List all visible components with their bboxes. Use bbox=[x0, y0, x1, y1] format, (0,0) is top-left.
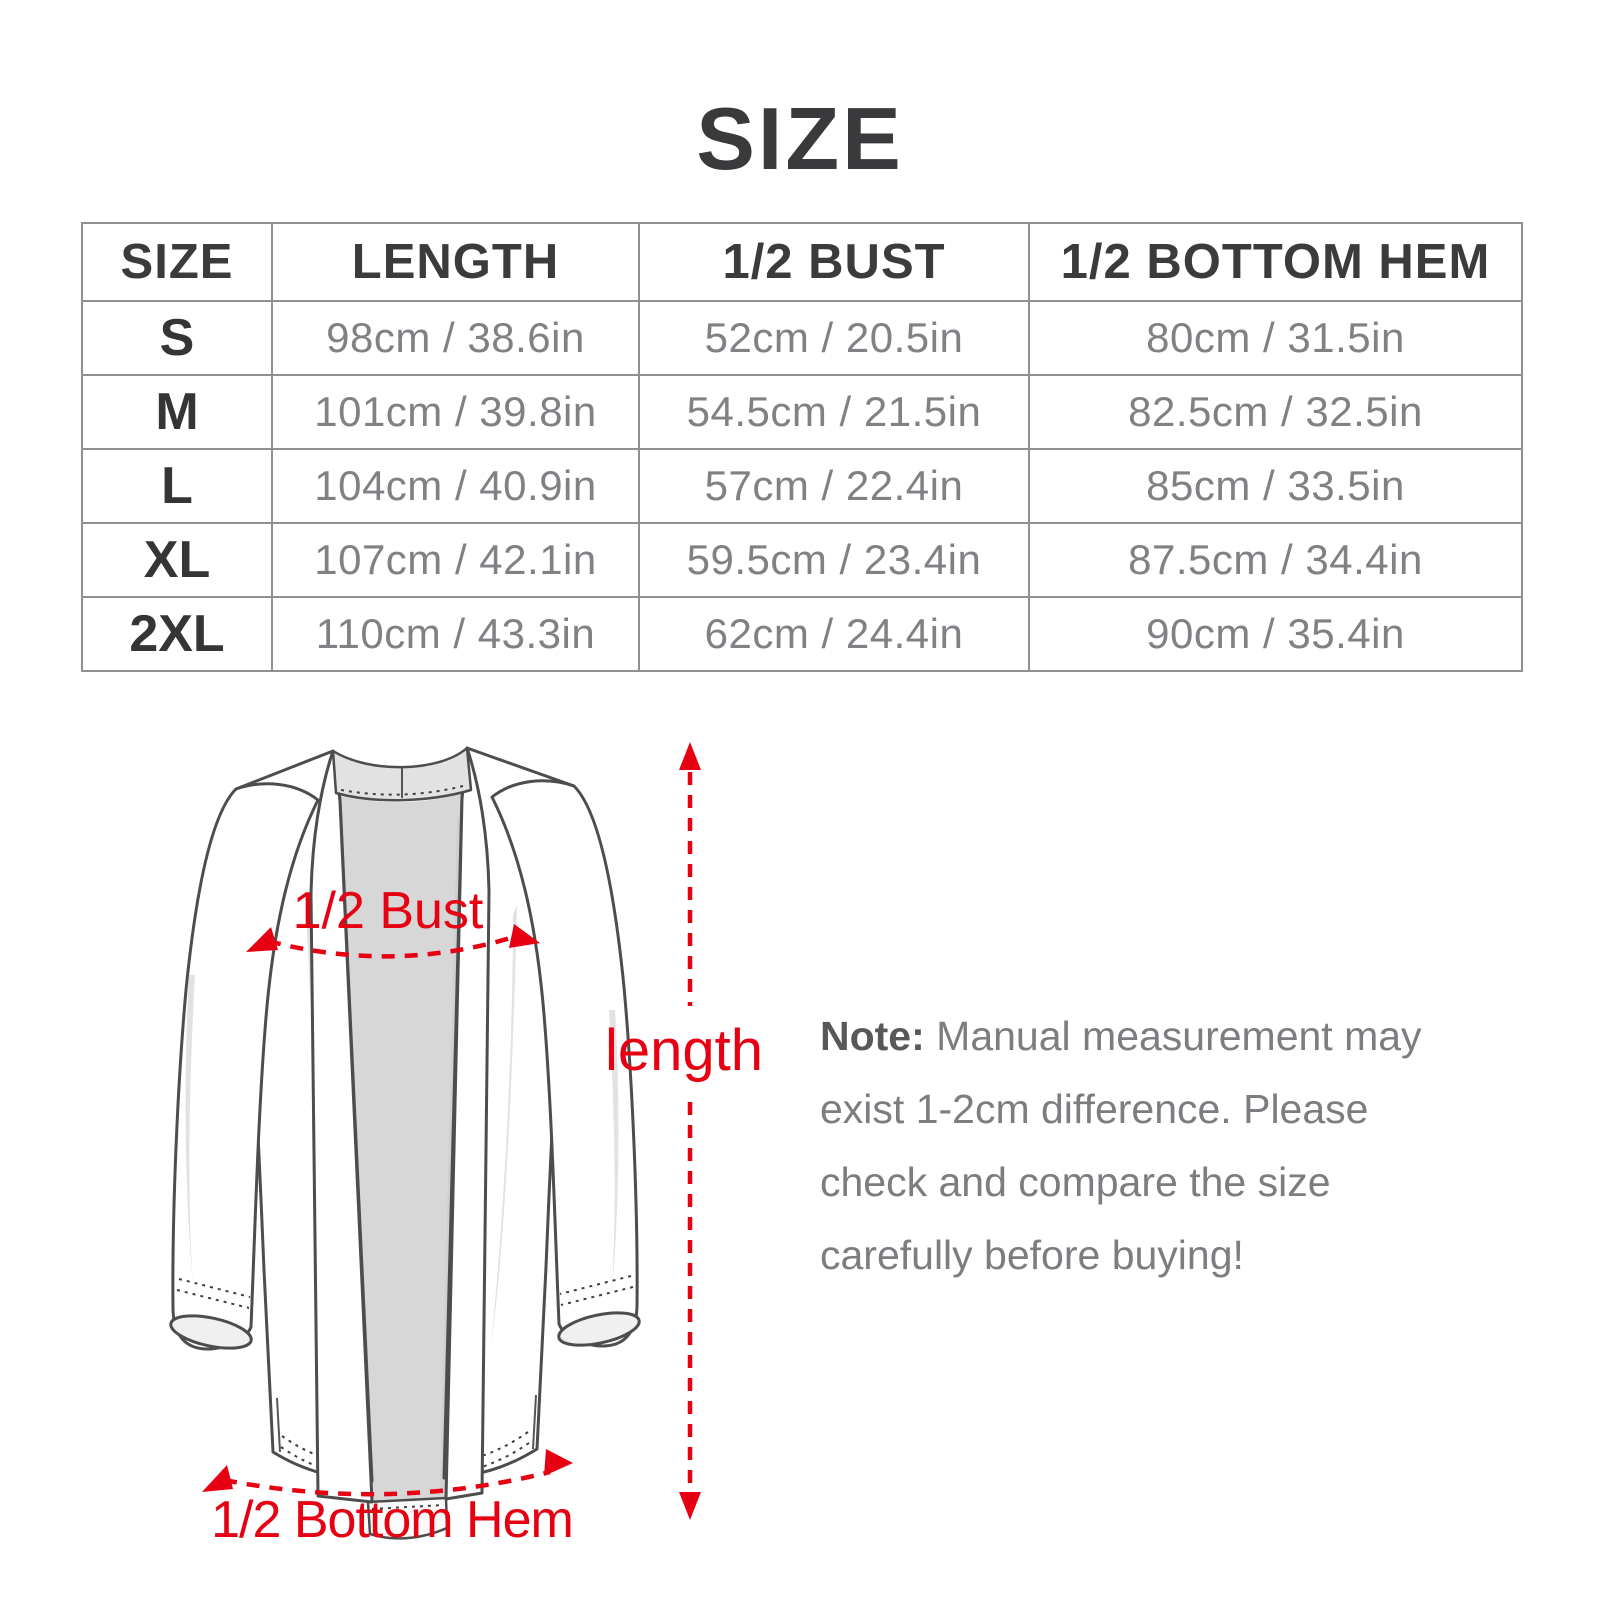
cardigan-drawing bbox=[169, 746, 641, 1540]
length-label: length bbox=[605, 1018, 763, 1083]
size-table: SIZE LENGTH 1/2 BUST 1/2 BOTTOM HEM S 98… bbox=[81, 222, 1523, 672]
table-row: 2XL 110cm / 43.3in 62cm / 24.4in 90cm / … bbox=[81, 596, 1523, 672]
left-cuff bbox=[169, 1314, 253, 1350]
bust-measurement-arrow bbox=[246, 924, 540, 959]
size-cell: 2XL bbox=[81, 596, 273, 672]
size-cell: L bbox=[81, 448, 273, 524]
arrowhead bbox=[679, 1492, 701, 1520]
hem-cell: 82.5cm / 32.5in bbox=[1028, 374, 1523, 450]
bottom-hem-label: 1/2 Bottom Hem bbox=[211, 1491, 573, 1549]
table-row: XL 107cm / 42.1in 59.5cm / 23.4in 87.5cm… bbox=[81, 522, 1523, 598]
hem-cell: 90cm / 35.4in bbox=[1028, 596, 1523, 672]
shading bbox=[185, 975, 195, 1285]
note-line: carefully before buying! bbox=[820, 1232, 1244, 1278]
bust-cell: 57cm / 22.4in bbox=[638, 448, 1030, 524]
bust-cell: 52cm / 20.5in bbox=[638, 300, 1030, 376]
bust-cell: 59.5cm / 23.4in bbox=[638, 522, 1030, 598]
header-size: SIZE bbox=[81, 222, 273, 302]
side-slit bbox=[532, 1394, 537, 1450]
note-line: exist 1-2cm difference. Please bbox=[820, 1086, 1369, 1132]
header-half-bottom-hem: 1/2 BOTTOM HEM bbox=[1028, 222, 1523, 302]
page-title: SIZE bbox=[696, 89, 904, 188]
length-cell: 101cm / 39.8in bbox=[271, 374, 640, 450]
length-cell: 98cm / 38.6in bbox=[271, 300, 640, 376]
table-row: M 101cm / 39.8in 54.5cm / 21.5in 82.5cm … bbox=[81, 374, 1523, 450]
note-line: Note: Manual measurement may bbox=[820, 1013, 1422, 1059]
note-line: check and compare the size bbox=[820, 1159, 1331, 1205]
side-slit bbox=[276, 1397, 281, 1453]
size-cell: XL bbox=[81, 522, 273, 598]
header-length: LENGTH bbox=[271, 222, 640, 302]
arrowhead bbox=[679, 742, 701, 770]
shading bbox=[609, 1010, 619, 1300]
note-text: Note: Manual measurement may exist 1-2cm… bbox=[820, 1000, 1430, 1292]
hem-cell: 85cm / 33.5in bbox=[1028, 448, 1523, 524]
length-cell: 104cm / 40.9in bbox=[271, 448, 640, 524]
size-cell: M bbox=[81, 374, 273, 450]
arrowhead bbox=[246, 927, 278, 952]
inner-back-panel bbox=[337, 792, 466, 1502]
hem-cell: 87.5cm / 34.4in bbox=[1028, 522, 1523, 598]
length-cell: 110cm / 43.3in bbox=[271, 596, 640, 672]
right-cuff bbox=[557, 1311, 641, 1347]
arrowhead bbox=[202, 1465, 233, 1492]
back-hem bbox=[366, 1496, 449, 1540]
bust-label: 1/2 Bust bbox=[293, 882, 484, 940]
length-measurement-arrow bbox=[679, 742, 701, 1520]
bottom-hem-measurement-arrow bbox=[202, 1449, 573, 1497]
table-row: L 104cm / 40.9in 57cm / 22.4in 85cm / 33… bbox=[81, 448, 1523, 524]
hem-cell: 80cm / 31.5in bbox=[1028, 300, 1523, 376]
table-header-row: SIZE LENGTH 1/2 BUST 1/2 BOTTOM HEM bbox=[81, 222, 1523, 302]
arrowhead bbox=[544, 1449, 573, 1476]
header-half-bust: 1/2 BUST bbox=[638, 222, 1030, 302]
note-label: Note: bbox=[820, 1013, 925, 1059]
hem-stitching bbox=[447, 1431, 529, 1464]
bust-cell: 62cm / 24.4in bbox=[638, 596, 1030, 672]
shading bbox=[491, 905, 517, 1345]
table-row: S 98cm / 38.6in 52cm / 20.5in 80cm / 31.… bbox=[81, 300, 1523, 376]
size-cell: S bbox=[81, 300, 273, 376]
arrowhead bbox=[509, 924, 540, 948]
length-cell: 107cm / 42.1in bbox=[271, 522, 640, 598]
bust-cell: 54.5cm / 21.5in bbox=[638, 374, 1030, 450]
